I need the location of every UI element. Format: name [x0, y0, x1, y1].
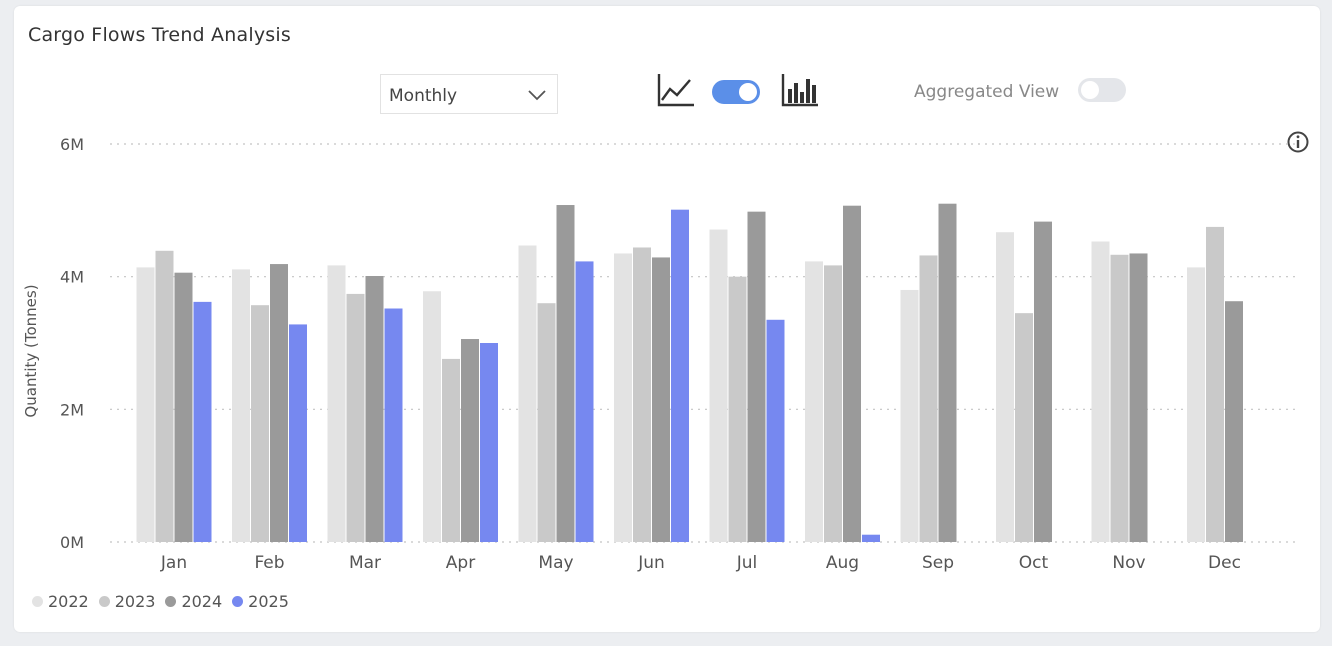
x-tick-label: Feb: [254, 553, 284, 573]
bar-2022-jul: [709, 229, 728, 542]
bar-2024-aug: [843, 205, 861, 542]
card-title: Cargo Flows Trend Analysis: [28, 24, 291, 46]
bar-2023-nov: [1110, 254, 1129, 542]
chevron-down-icon: [527, 87, 547, 106]
bar-2024-sep: [938, 203, 957, 542]
legend-item-2025[interactable]: 2025: [232, 592, 289, 611]
x-tick-label: May: [538, 553, 573, 573]
bar-2022-jan: [136, 267, 155, 542]
bar-2025-feb: [289, 324, 307, 542]
x-tick-label: Aug: [826, 553, 859, 573]
x-tick-label: Jan: [160, 553, 187, 573]
y-tick-label: 2M: [60, 400, 84, 419]
legend-item-2022[interactable]: 2022: [32, 592, 89, 611]
period-dropdown-value: Monthly: [389, 86, 458, 106]
bar-2022-oct: [996, 232, 1014, 542]
legend-label: 2025: [248, 592, 289, 611]
bar-2023-dec: [1206, 226, 1224, 542]
bar-2024-feb: [270, 264, 288, 542]
line-chart-icon[interactable]: [656, 72, 696, 112]
bar-2025-mar: [384, 308, 403, 542]
x-tick-label: Mar: [349, 553, 381, 573]
bar-2023-mar: [346, 293, 365, 542]
bar-2022-may: [518, 245, 537, 543]
bar-2024-jul: [747, 211, 766, 542]
chart-type-toggle[interactable]: [712, 80, 760, 104]
legend-item-2024[interactable]: 2024: [165, 592, 222, 611]
bar-2023-feb: [251, 305, 269, 542]
aggregated-view-label: Aggregated View: [914, 82, 1060, 102]
bar-2025-jun: [671, 209, 689, 543]
legend-item-2023[interactable]: 2023: [98, 592, 156, 611]
legend-dot: [232, 596, 244, 607]
bar-2025-jul: [766, 319, 785, 542]
bar-2024-dec: [1225, 301, 1243, 542]
bar-chart-icon[interactable]: [780, 72, 820, 112]
bar-2024-oct: [1034, 221, 1052, 543]
toggle-knob: [739, 83, 757, 101]
bar-2025-apr: [480, 343, 498, 542]
bar-chart: 0M 2M 4M 6M Quantity (Tonnes) Jan Feb Mar Apr May…: [22, 135, 1298, 573]
bar-2022-feb: [232, 269, 250, 542]
x-tick-label: Oct: [1019, 553, 1049, 573]
legend-label: 2022: [48, 592, 89, 611]
chart-legend: 2022 2023 2024 2025: [32, 592, 289, 611]
bar-2023-jul: [728, 276, 747, 542]
toggle-knob: [1081, 81, 1099, 99]
bar-2024-nov: [1129, 253, 1148, 542]
period-dropdown[interactable]: Monthly: [380, 74, 558, 114]
legend-dot: [32, 596, 43, 607]
bar-2023-sep: [919, 255, 938, 542]
bar-2023-aug: [824, 265, 842, 542]
info-icon[interactable]: [1286, 130, 1310, 158]
bar-2023-may: [537, 303, 556, 542]
y-tick-label: 6M: [60, 135, 84, 154]
x-tick-label: Dec: [1208, 553, 1241, 573]
bar-2023-jun: [633, 247, 651, 543]
bar-2022-nov: [1091, 241, 1110, 542]
x-tick-label: Apr: [446, 553, 475, 573]
x-tick-label: Jun: [637, 553, 665, 573]
bar-2024-apr: [461, 339, 479, 542]
y-axis-label: Quantity (Tonnes): [22, 284, 40, 417]
legend-dot: [165, 596, 177, 607]
bar-2022-mar: [327, 265, 346, 542]
bar-2022-jun: [614, 253, 632, 542]
legend-label: 2023: [114, 592, 156, 611]
bar-2022-dec: [1187, 267, 1205, 542]
x-tick-label: Jul: [736, 553, 758, 573]
bar-2025-jan: [193, 301, 212, 542]
bar-2022-sep: [900, 289, 919, 542]
bar-2025-may: [575, 261, 594, 542]
legend-label: 2024: [181, 592, 223, 611]
y-tick-label: 4M: [60, 268, 84, 287]
chart-card: Cargo Flows Trend Analysis Monthly Aggre…: [14, 6, 1320, 632]
y-tick-label: 0M: [60, 533, 84, 552]
x-tick-label: Sep: [922, 553, 954, 573]
legend-dot: [98, 596, 110, 607]
bar-2024-jan: [174, 272, 193, 542]
aggregated-view-toggle[interactable]: [1078, 78, 1126, 102]
bar-2024-mar: [365, 276, 384, 542]
bar-2024-jun: [652, 257, 670, 542]
bar-2025-aug: [862, 534, 880, 542]
x-tick-label: Nov: [1112, 553, 1145, 573]
bar-2024-may: [556, 205, 575, 542]
bar-2022-aug: [805, 261, 823, 542]
bar-2023-oct: [1015, 313, 1033, 542]
bar-2023-jan: [155, 250, 174, 542]
bar-2022-apr: [423, 291, 441, 542]
bar-2023-apr: [442, 358, 460, 542]
